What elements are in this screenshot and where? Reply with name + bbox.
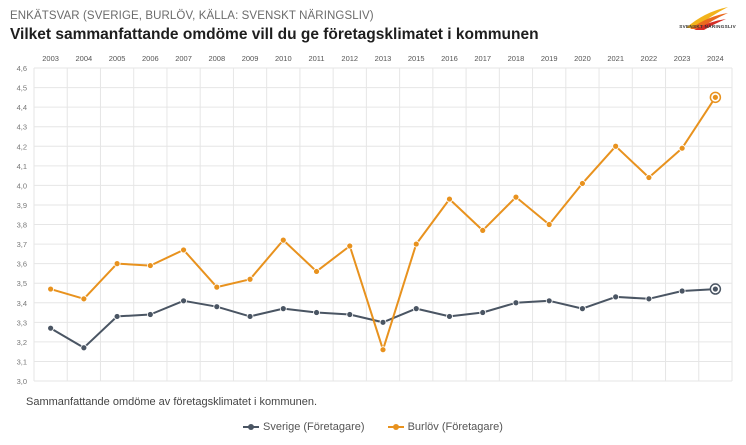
legend-label-burlov: Burlöv (Företagare) (407, 421, 503, 433)
line-chart: 3,0 3,1 3,2 3,3 3,4 3,5 3,6 3,7 3,8 3,9 4,0 4,1 4,2 4… (17, 54, 733, 386)
data-point[interactable] (279, 236, 287, 244)
x-tick-label: 2015 (408, 54, 425, 63)
y-tick-label: 3,4 (17, 299, 27, 308)
data-point[interactable] (645, 174, 653, 181)
data-point[interactable] (412, 305, 420, 313)
data-point[interactable] (612, 293, 620, 301)
x-tick-label: 2010 (275, 54, 292, 63)
x-tick-label: 2016 (441, 54, 458, 63)
legend-label-sverige: Sverige (Företagare) (263, 421, 365, 433)
data-point[interactable] (711, 285, 719, 293)
x-tick-label: 2013 (375, 54, 392, 63)
x-tick-label: 2009 (242, 54, 259, 63)
data-point[interactable] (612, 142, 620, 150)
data-point[interactable] (180, 246, 187, 254)
x-tick-label: 2004 (76, 54, 93, 63)
legend-item-burlov[interactable]: Burlöv (Företagare) (387, 421, 503, 433)
x-tick-label: 2020 (574, 54, 591, 63)
data-point[interactable] (146, 262, 154, 269)
y-tick-label: 3,5 (17, 279, 27, 288)
data-point[interactable] (412, 240, 420, 248)
x-tick-label: 2012 (341, 54, 358, 63)
data-point[interactable] (579, 180, 586, 187)
y-tick-label: 3,7 (17, 240, 27, 249)
x-tick-label: 2003 (42, 54, 59, 63)
grid-lines (33, 67, 733, 382)
data-point[interactable] (446, 313, 453, 320)
data-point[interactable] (180, 297, 187, 305)
data-point[interactable] (479, 226, 487, 234)
data-point[interactable] (379, 346, 387, 354)
x-tick-label: 2011 (308, 54, 324, 63)
x-tick-label: 2008 (208, 54, 225, 63)
chart-title: Vilket sammanfattande omdöme vill du ge … (10, 26, 539, 43)
chart-subtitle: ENKÄTSVAR (SVERIGE, BURLÖV, KÄLLA: SVENS… (10, 10, 374, 22)
data-point[interactable] (47, 324, 55, 332)
data-point[interactable] (279, 305, 287, 313)
data-point[interactable] (545, 221, 553, 228)
svenskt-naringsliv-logo-icon (686, 7, 728, 30)
y-tick-label: 4,6 (17, 64, 27, 73)
y-tick-label: 4,4 (17, 103, 27, 112)
x-tick-label: 2007 (175, 54, 192, 63)
logo-text: SVENSKT NÄRINGSLIV (679, 24, 736, 29)
y-tick-label: 3,1 (17, 357, 27, 366)
series-lines (47, 91, 722, 354)
y-tick-label: 3,0 (17, 377, 27, 386)
data-point[interactable] (246, 275, 254, 283)
x-tick-label: 2023 (674, 54, 691, 63)
legend-item-sverige[interactable]: Sverige (Företagare) (243, 421, 365, 433)
data-point[interactable] (479, 309, 487, 316)
data-point[interactable] (313, 309, 320, 316)
data-point[interactable] (678, 144, 686, 152)
data-point[interactable] (579, 305, 586, 313)
data-point[interactable] (346, 242, 354, 250)
data-point[interactable] (711, 93, 719, 101)
y-tick-label: 3,3 (17, 318, 27, 327)
y-tick-label: 3,2 (17, 338, 27, 347)
y-tick-label: 3,8 (17, 221, 27, 230)
legend-swatch-burlov-icon (387, 424, 404, 430)
y-tick-label: 4,1 (17, 162, 27, 171)
chart-caption: Sammanfattande omdöme av företagsklimate… (26, 396, 318, 408)
data-point[interactable] (645, 295, 653, 303)
data-point[interactable] (213, 283, 221, 291)
x-tick-label: 2022 (641, 54, 658, 63)
y-tick-label: 4,2 (17, 142, 27, 151)
data-point[interactable] (446, 195, 453, 203)
data-point[interactable] (512, 193, 520, 201)
data-point[interactable] (80, 344, 88, 352)
x-tick-label: 2005 (109, 54, 126, 63)
data-point[interactable] (80, 295, 88, 303)
y-tick-label: 4,0 (17, 181, 27, 190)
x-axis-tick-labels: 2003 2004 2005 2006 2007 2008 2009 2010 2011 2012… (42, 54, 723, 63)
data-point[interactable] (379, 318, 387, 326)
data-point[interactable] (512, 299, 520, 307)
legend: Sverige (Företagare) Burlöv (Företagare) (0, 421, 746, 434)
y-tick-label: 4,3 (17, 123, 27, 132)
x-tick-label: 2018 (508, 54, 525, 63)
y-axis-tick-labels: 3,0 3,1 3,2 3,3 3,4 3,5 3,6 3,7 3,8 3,9 4,0 4,1 4,2 4… (17, 64, 27, 386)
y-tick-label: 3,9 (17, 201, 27, 210)
data-point[interactable] (213, 303, 221, 311)
x-tick-label: 2019 (541, 54, 558, 63)
data-point[interactable] (545, 297, 553, 305)
data-point[interactable] (146, 311, 154, 318)
y-tick-label: 3,6 (17, 260, 27, 269)
x-tick-label: 2006 (142, 54, 159, 63)
x-tick-label: 2017 (474, 54, 491, 63)
legend-swatch-sverige-icon (243, 424, 260, 430)
data-point[interactable] (246, 313, 254, 320)
data-point[interactable] (113, 313, 121, 320)
data-point[interactable] (47, 285, 55, 293)
data-point[interactable] (678, 287, 686, 295)
data-point[interactable] (346, 311, 354, 318)
x-tick-label: 2024 (707, 54, 724, 63)
data-point[interactable] (113, 260, 121, 268)
x-tick-label: 2021 (607, 54, 624, 63)
data-point[interactable] (313, 268, 320, 275)
y-tick-label: 4,5 (17, 84, 27, 93)
